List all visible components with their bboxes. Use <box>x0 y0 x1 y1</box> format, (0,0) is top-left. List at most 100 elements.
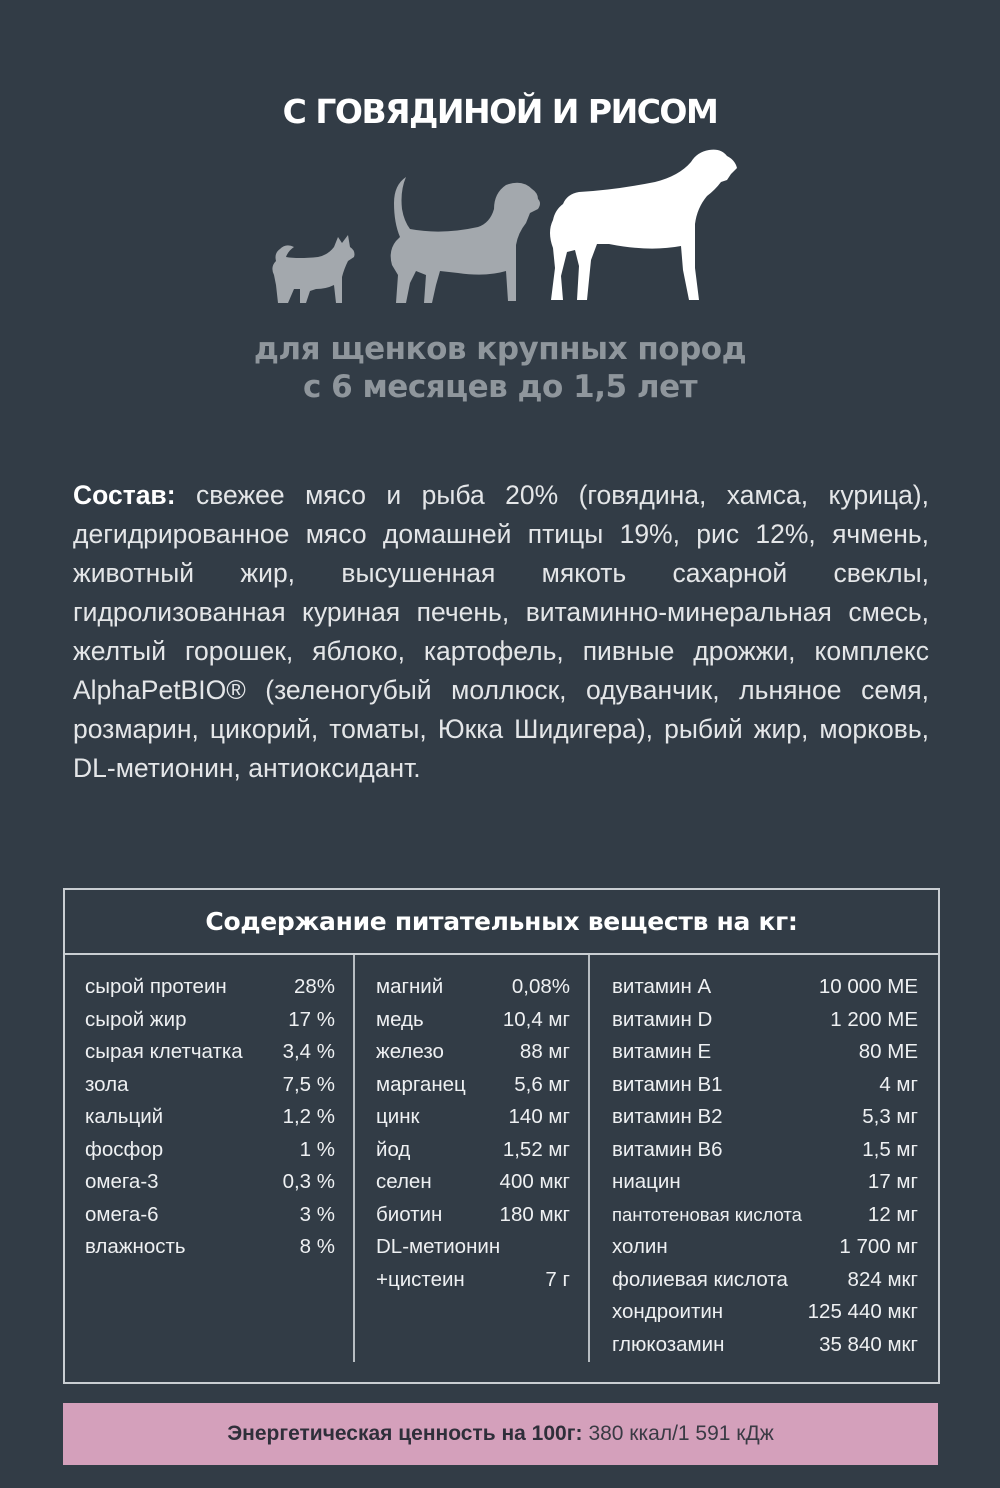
nutrient-value: 28% <box>293 975 335 998</box>
nutrient-row: зола 7,5 % <box>85 1069 335 1102</box>
nutrient-name: +цистеин <box>376 1267 465 1291</box>
energy-value: 380 ккал/1 591 кДж <box>588 1422 774 1445</box>
nutrient-name: DL-метионин <box>376 1235 501 1258</box>
small-dog-icon <box>272 235 355 303</box>
nutrient-row: марганец 5,6 мг <box>376 1069 570 1102</box>
composition-paragraph: Состав: свежее мясо и рыба 20% (говядина… <box>73 476 929 788</box>
column-divider <box>353 955 355 1362</box>
nutrient-name: витамин B2 <box>612 1105 723 1128</box>
nutrient-row: глюкозамин 35 840 мкг <box>612 1329 918 1362</box>
nutrient-value: 3,4 % <box>282 1040 335 1063</box>
energy-value-band: Энергетическая ценность на 100г: 380 кка… <box>63 1403 938 1465</box>
nutrient-value: 17 % <box>288 1007 335 1031</box>
nutrient-row: витамин B1 4 мг <box>612 1069 918 1102</box>
nutrient-value: 824 мкг <box>847 1267 918 1291</box>
nutrient-name: сырой жир <box>85 1007 187 1031</box>
nutrient-value: 4 мг <box>879 1072 918 1096</box>
nutrient-row: ниацин 17 мг <box>612 1166 918 1199</box>
nutrient-value: 7,5 % <box>282 1072 335 1096</box>
nutrient-value: 80 МЕ <box>858 1040 918 1063</box>
nutrient-row: +цистеин 7 г <box>376 1264 570 1297</box>
nutrients-column-macro: сырой протеин 28% сырой жир 17 % сырая клетч… <box>85 971 335 1264</box>
nutrient-name: железо <box>376 1040 444 1063</box>
nutrient-name: марганец <box>376 1072 466 1096</box>
nutrient-name: хондроитин <box>612 1300 724 1323</box>
composition-label: Состав: <box>73 480 176 510</box>
nutrient-name: витамин D <box>612 1007 713 1031</box>
nutrient-row: кальций 1,2 % <box>85 1101 335 1134</box>
composition-text: свежее мясо и рыба 20% (говядина, хамса,… <box>73 480 929 783</box>
nutrient-name: омега-6 <box>85 1202 159 1226</box>
nutrient-name: витамин A <box>612 975 712 998</box>
nutrient-name: медь <box>376 1007 424 1031</box>
nutrient-name: витамин B1 <box>612 1072 723 1096</box>
nutrient-value: 10,4 мг <box>502 1007 570 1031</box>
nutrient-name: омега-3 <box>85 1170 159 1193</box>
nutrient-value: 1,2 % <box>282 1105 335 1128</box>
nutrient-value: 1 % <box>299 1137 335 1161</box>
nutrient-row: влажность 8 % <box>85 1231 335 1264</box>
nutrient-name: селен <box>376 1170 432 1193</box>
column-divider <box>588 955 590 1362</box>
nutrient-name: глюкозамин <box>612 1332 725 1356</box>
nutrient-row: витамин D 1 200 МЕ <box>612 1004 918 1037</box>
nutrient-value: 1,52 мг <box>502 1137 570 1161</box>
nutrient-value: 88 мг <box>519 1040 570 1063</box>
nutrient-row: пантотеновая кислота 12 мг <box>612 1199 918 1232</box>
nutrient-row: медь 10,4 мг <box>376 1004 570 1037</box>
nutrient-row: сырой жир 17 % <box>85 1004 335 1037</box>
nutrient-name: магний <box>376 975 444 998</box>
medium-dog-icon <box>390 177 540 303</box>
dog-size-illustration <box>260 140 740 310</box>
nutrient-name: пантотеновая кислота <box>612 1203 802 1225</box>
nutrient-name: влажность <box>85 1235 186 1258</box>
nutrient-row: фолиевая кислота 824 мкг <box>612 1264 918 1297</box>
product-title: С ГОВЯДИНОЙ И РИСОМ <box>282 92 719 131</box>
nutrient-value: 1,5 мг <box>862 1137 918 1161</box>
nutrient-value: 35 840 мкг <box>819 1332 918 1356</box>
nutrient-name: фосфор <box>85 1137 164 1161</box>
nutrient-row: магний 0,08% <box>376 971 570 1004</box>
nutrient-row: витамин A 10 000 МЕ <box>612 971 918 1004</box>
nutrient-name: зола <box>85 1072 129 1096</box>
nutrients-column-minerals: магний 0,08% медь 10,4 мг железо 88 мг маргане… <box>376 971 570 1296</box>
nutrient-row: хондроитин 125 440 мкг <box>612 1296 918 1329</box>
nutrient-value: 0,3 % <box>282 1170 335 1193</box>
nutrient-value: 140 мг <box>508 1105 570 1128</box>
nutrient-name: ниацин <box>612 1170 681 1193</box>
nutrient-value: 1 700 мг <box>839 1235 918 1258</box>
nutrient-row: витамин B6 1,5 мг <box>612 1134 918 1167</box>
energy-label: Энергетическая ценность на 100г: <box>227 1422 583 1445</box>
subtitle-line-1: для щенков крупных пород <box>253 331 747 367</box>
nutrient-row: селен 400 мкг <box>376 1166 570 1199</box>
nutrient-row: омега-6 3 % <box>85 1199 335 1232</box>
nutrient-name: йод <box>376 1137 411 1161</box>
nutrient-value: 8 % <box>299 1235 335 1258</box>
nutrient-name: фолиевая кислота <box>612 1267 788 1291</box>
nutrient-value: 17 мг <box>867 1170 918 1193</box>
nutrient-name: цинк <box>376 1105 420 1128</box>
nutrient-row: DL-метионин <box>376 1231 570 1264</box>
target-audience: для щенков крупных пород с 6 месяцев до … <box>0 330 1000 406</box>
nutrient-value: 0,08% <box>511 975 570 998</box>
nutrient-name: холин <box>612 1235 668 1258</box>
nutrient-value: 400 мкг <box>499 1170 570 1193</box>
nutrient-row: фосфор 1 % <box>85 1134 335 1167</box>
nutrient-name: биотин <box>376 1202 443 1226</box>
nutrient-value: 7 г <box>545 1267 570 1291</box>
nutrient-name: сырая клетчатка <box>85 1040 243 1063</box>
nutrient-name: витамин E <box>612 1040 712 1063</box>
nutrient-row: цинк 140 мг <box>376 1101 570 1134</box>
nutrients-columns: сырой протеин 28% сырой жир 17 % сырая клетч… <box>65 955 938 1382</box>
nutrient-row: витамин E 80 МЕ <box>612 1036 918 1069</box>
nutrient-value: 1 200 МЕ <box>830 1007 918 1031</box>
nutrient-name: витамин B6 <box>612 1137 723 1161</box>
nutrient-value: 3 % <box>299 1202 335 1226</box>
nutrient-value: 10 000 МЕ <box>818 975 918 998</box>
nutrient-row: сырой протеин 28% <box>85 971 335 1004</box>
subtitle-line-2: с 6 месяцев до 1,5 лет <box>302 369 698 405</box>
nutrient-row: йод 1,52 мг <box>376 1134 570 1167</box>
nutrient-row: биотин 180 мкг <box>376 1199 570 1232</box>
nutrient-value: 5,3 мг <box>862 1105 918 1128</box>
